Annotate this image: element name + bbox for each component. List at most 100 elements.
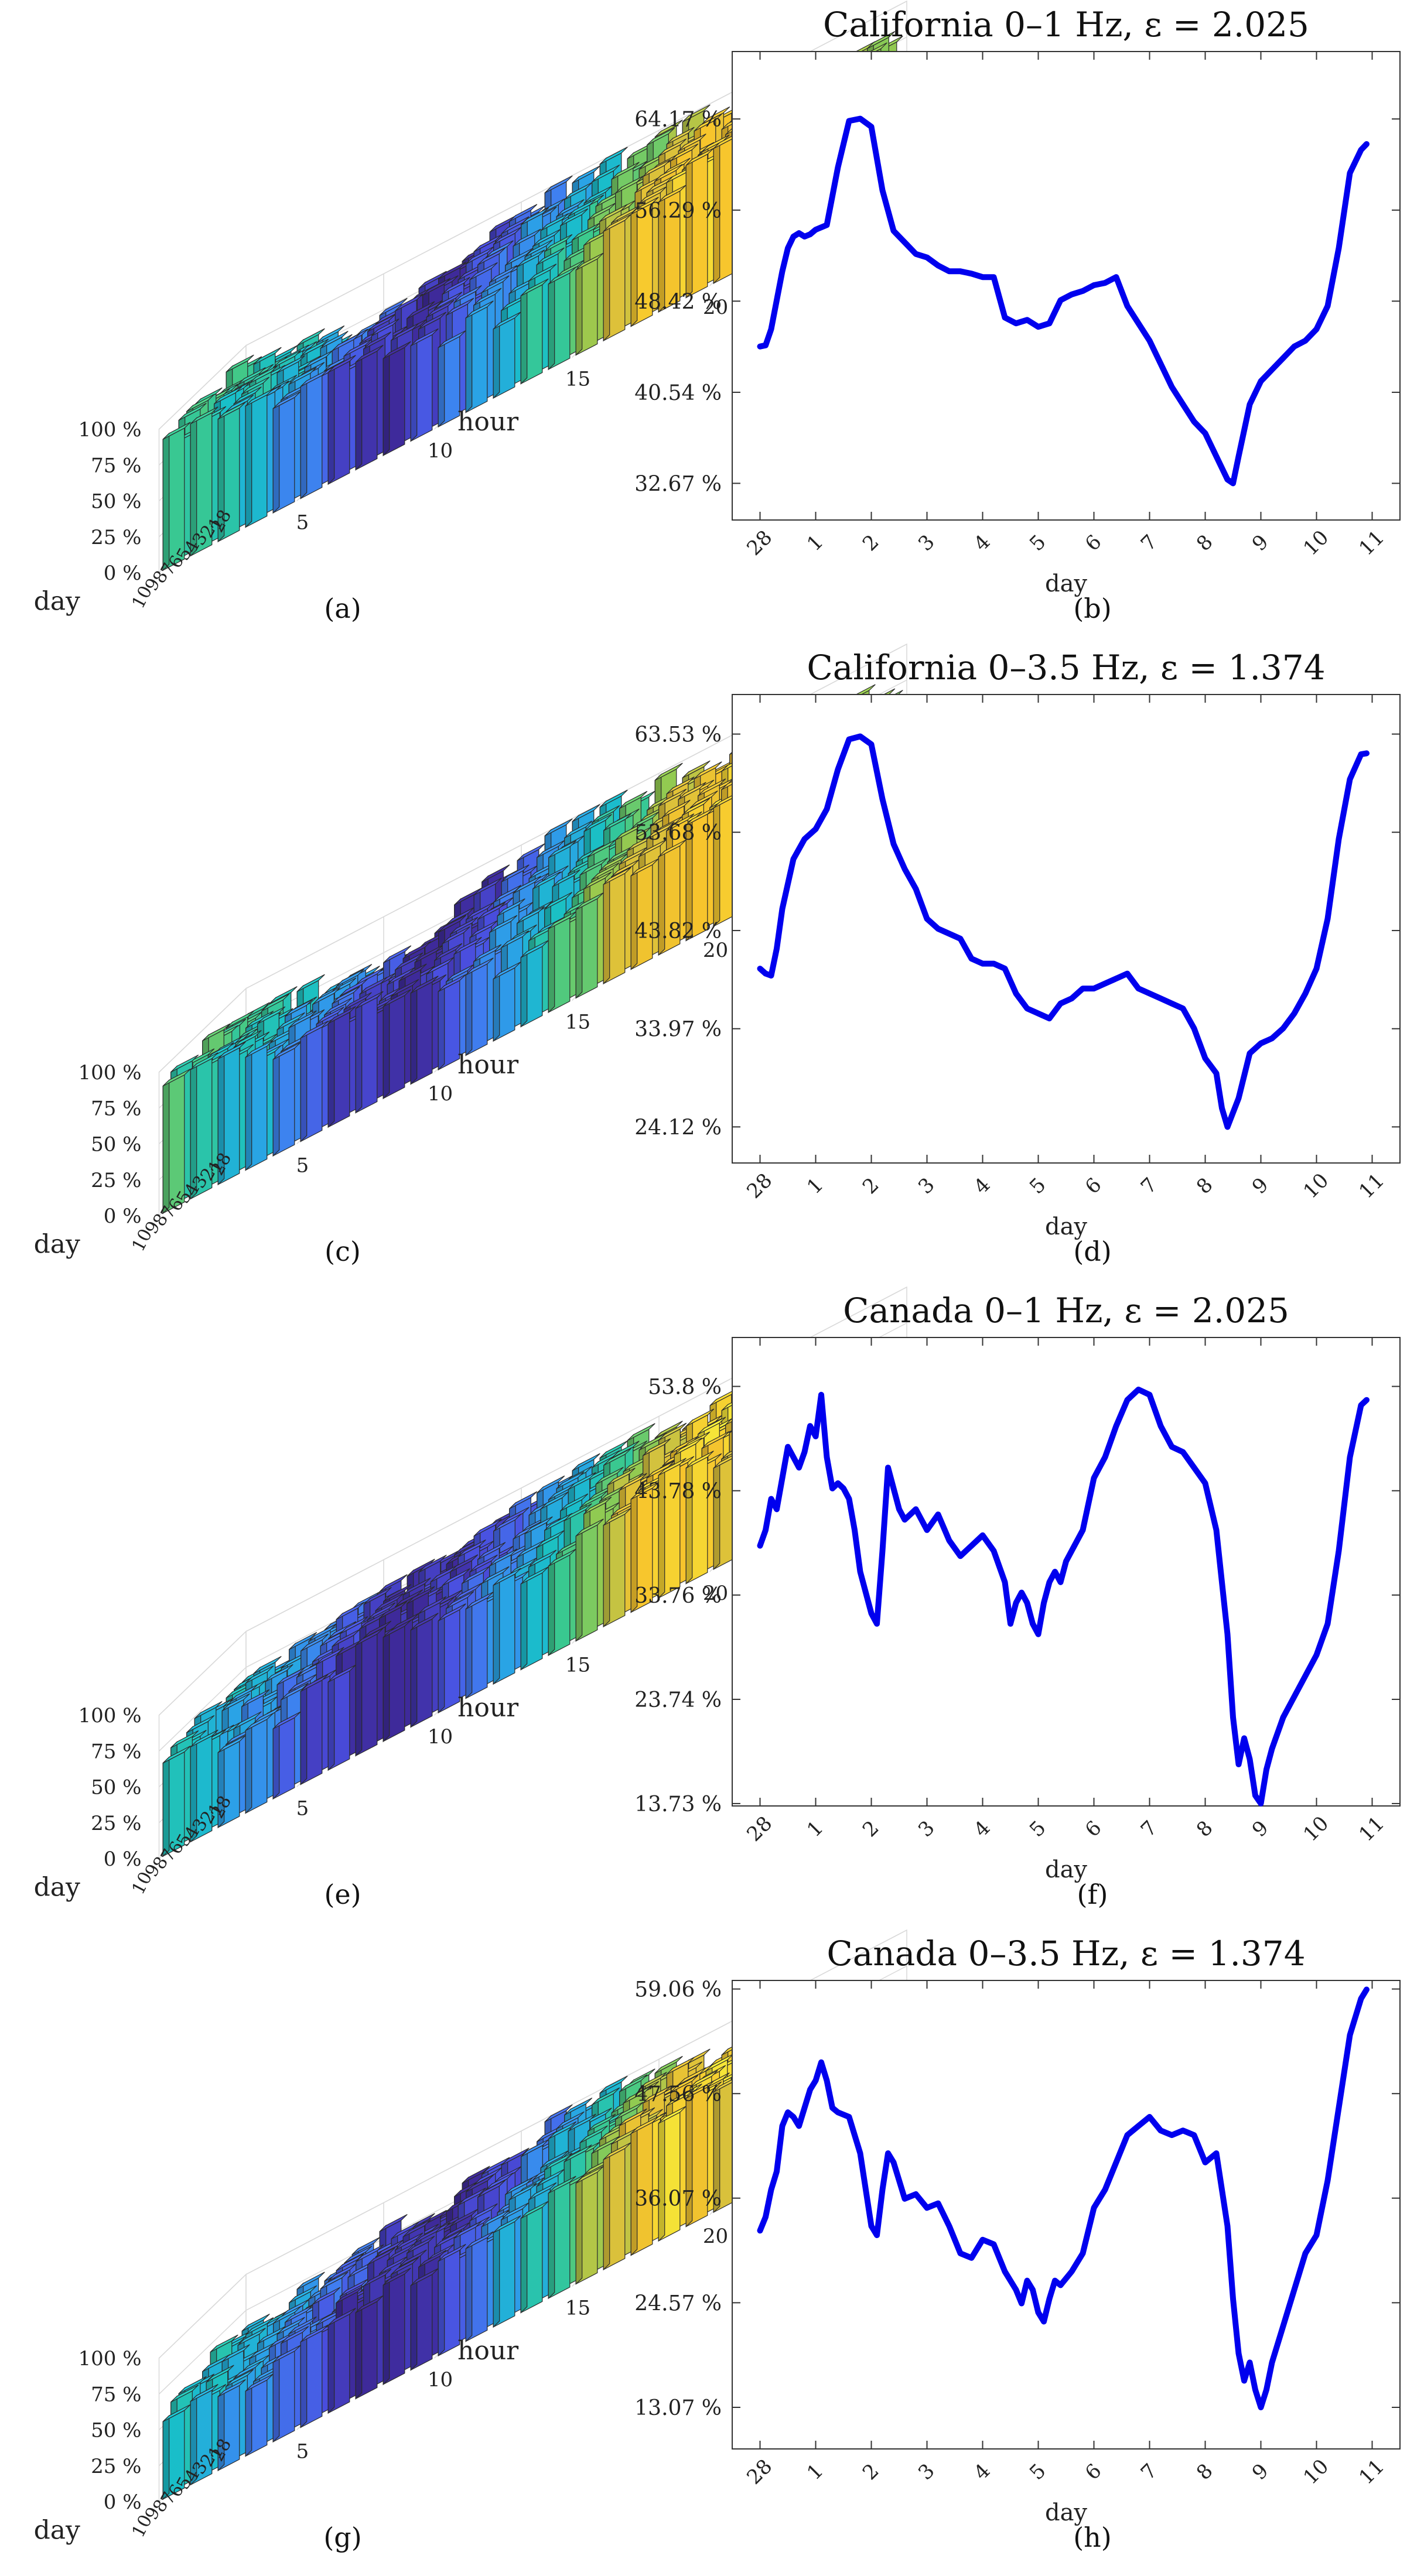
bar-top-face: [638, 186, 667, 204]
z-tick-label: 75 %: [91, 1740, 141, 1763]
bar-side-face: [713, 1461, 720, 1571]
bar-10-4: [272, 391, 301, 514]
bar-top-face: [233, 386, 262, 405]
bar-top-face: [426, 299, 455, 318]
bar-side-face: [327, 2318, 335, 2414]
bar-top-face: [528, 264, 557, 282]
bar-top-face: [540, 213, 569, 231]
bar-side-face: [438, 984, 445, 1071]
bar-side-face: [245, 2384, 252, 2457]
z-tick-label: 25 %: [91, 1812, 141, 1835]
bar-top-face: [682, 104, 711, 122]
bar-top-face: [654, 164, 683, 182]
z-tick-label: 50 %: [91, 2419, 141, 2442]
line-chart-h: Canada 0–3.5 Hz, ε = 1.374 59.06 % 47.56 %…: [634, 1934, 1401, 2526]
bar-top-face: [481, 275, 510, 293]
chart-title: Canada 0–3.5 Hz, ε = 1.374: [827, 1934, 1305, 1973]
bar-10-2: [217, 402, 246, 543]
hour-axis-label: hour: [457, 1693, 519, 1723]
bar-top-face: [226, 354, 254, 372]
plot-frame: [732, 51, 1401, 521]
y-tick-label: 24.57 %: [634, 2291, 722, 2315]
y-tick-label: 13.07 %: [634, 2396, 722, 2420]
line-chart-d: California 0–3.5 Hz, ε = 1.374 63.53 % 53.…: [634, 648, 1401, 1240]
bar-side-face: [520, 950, 528, 1028]
bar-top-face: [509, 204, 538, 222]
bar-top-face: [320, 330, 349, 349]
bar-top-face: [524, 239, 553, 258]
bar-top-face: [615, 176, 644, 194]
y-tick-label: 23.74 %: [634, 1688, 722, 1712]
bar-top-face: [332, 333, 360, 351]
bar-top-face: [564, 182, 593, 200]
panel-caption-h: (h): [1073, 2522, 1112, 2553]
bar-side-face: [603, 877, 610, 985]
hour-tick-label: 15: [565, 1011, 590, 1034]
bar-top-face: [162, 422, 191, 440]
hour-tick-label: 10: [428, 2368, 453, 2392]
bar-top-face: [237, 367, 266, 385]
bar-side-face: [162, 432, 170, 572]
hour-axis-label: hour: [457, 2336, 519, 2366]
y-tick-label: 43.82 %: [634, 919, 722, 943]
z-tick-label: 0 %: [104, 1205, 142, 1228]
bar-side-face: [410, 2279, 418, 2371]
bar-side-face: [548, 922, 555, 1014]
bar-top-face: [194, 387, 223, 405]
day-axis-label: day: [34, 1872, 80, 1902]
bar-top-face: [343, 338, 372, 357]
bar-top-face: [485, 240, 514, 258]
bar-side-face: [603, 2153, 610, 2271]
bar-side-face: [465, 1602, 473, 1699]
bar-top-face: [572, 165, 600, 184]
z-tick-label: 25 %: [91, 1169, 141, 1192]
bar-top-face: [473, 234, 502, 252]
bar-side-face: [575, 2176, 583, 2285]
bar-top-face: [300, 369, 329, 387]
hour-tick-label: 10: [428, 1725, 453, 1749]
z-tick-label: 0 %: [104, 2491, 142, 2514]
z-tick-label: 100 %: [78, 1061, 141, 1085]
bar-top-face: [666, 126, 695, 145]
bar-side-face: [520, 2211, 528, 2314]
bar-side-face: [300, 1031, 308, 1142]
bar-top-face: [190, 406, 218, 425]
hour-tick-label: 5: [296, 1797, 309, 1821]
panel-caption-g: (g): [323, 2522, 361, 2553]
chart-title: California 0–3.5 Hz, ε = 1.374: [807, 648, 1325, 687]
bar-10-3: [245, 388, 274, 528]
bar-top-face: [178, 402, 207, 421]
bar-side-face: [548, 1559, 555, 1657]
y-tick-label: 32.67 %: [634, 472, 722, 496]
bar-top-face: [867, 31, 896, 49]
y-tick-label: 47.56 %: [634, 2082, 722, 2106]
bar-top-face: [272, 391, 301, 409]
day-axis-label: day: [34, 1229, 80, 1259]
bar-top-face: [544, 175, 573, 193]
bar-side-face: [575, 1529, 583, 1642]
bar-top-face: [304, 350, 333, 368]
bar-top-face: [568, 199, 596, 217]
bar-side-face: [520, 289, 528, 385]
hour-tick-label: 15: [565, 368, 590, 391]
plot-frame: [732, 1980, 1401, 2450]
bar-top-face: [438, 261, 467, 279]
bar-top-face: [477, 247, 506, 265]
line-chart-b: California 0–1 Hz, ε = 2.025 64.17 % 56.29…: [634, 5, 1401, 597]
bar-side-face: [410, 986, 418, 1085]
bar-top-face: [249, 365, 278, 384]
bar-side-face: [520, 1577, 528, 1671]
bar-side-face: [245, 399, 252, 528]
z-tick-label: 50 %: [91, 1776, 141, 1800]
bar-side-face: [272, 402, 280, 514]
bar-top-face: [446, 297, 474, 316]
bar-side-face: [438, 1614, 445, 1714]
bar-top-face: [702, 106, 730, 125]
bar-side-face: [383, 2278, 390, 2386]
bar-side-face: [355, 2305, 363, 2400]
bar-top-face: [391, 323, 419, 341]
y-tick-label: 48.42 %: [634, 290, 722, 314]
bar-side-face: [493, 2226, 500, 2328]
bar-side-face: [548, 277, 555, 371]
